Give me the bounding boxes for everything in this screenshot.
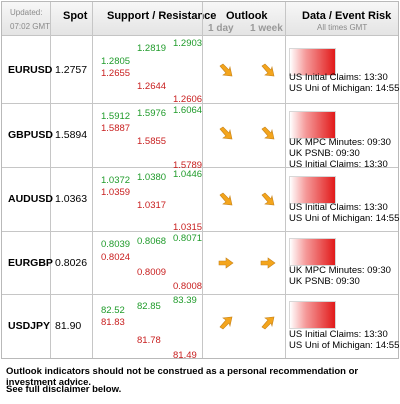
grid-line — [50, 2, 51, 358]
table-row: AUDUSD 1.0363 1.0372 1.0359 1.0380 1.0317 1.04… — [2, 168, 400, 233]
row-divider — [2, 294, 398, 295]
updated-label: Updated: — [10, 8, 43, 17]
support-level: 81.78 — [137, 335, 161, 346]
down-right-arrow-icon — [218, 192, 234, 206]
symbol-cell: USDJPY — [8, 320, 51, 332]
event-item: US Uni of Michigan: 14:55 — [289, 340, 400, 351]
down-right-arrow-icon — [260, 63, 276, 77]
grid-line — [92, 2, 93, 358]
data-event-header: Data / Event Risk — [302, 10, 392, 22]
symbol-cell: EURGBP — [8, 257, 53, 269]
support-level: 0.8008 — [173, 281, 203, 292]
resistance-level: 0.8039 — [101, 239, 131, 250]
symbol-cell: GBPUSD — [8, 129, 53, 141]
right-arrow-icon — [260, 256, 276, 270]
event-item: US Initial Claims: 13:30 — [289, 329, 388, 340]
support-level: 1.2606 — [173, 94, 203, 105]
event-item: US Initial Claims: 13:30 — [289, 159, 388, 170]
symbol-cell: EURUSD — [8, 64, 53, 76]
support-level: 1.2655 — [101, 68, 131, 79]
row-divider — [2, 167, 398, 168]
down-right-arrow-icon — [218, 126, 234, 140]
spot-price: 1.5894 — [55, 129, 88, 141]
event-item: US Initial Claims: 13:30 — [289, 202, 388, 213]
resistance-level: 1.0372 — [101, 175, 131, 186]
down-right-arrow-icon — [218, 63, 234, 77]
updated-time: 07:02 GMT — [10, 22, 51, 31]
resistance-level: 1.0380 — [137, 172, 167, 183]
event-item: UK PSNB: 09:30 — [289, 148, 360, 159]
all-times-header: All times GMT — [317, 23, 368, 32]
outlook-header: Outlook — [226, 10, 268, 22]
support-level: 1.5887 — [101, 123, 131, 134]
support-level: 0.8009 — [137, 267, 167, 278]
event-item: US Initial Claims: 13:30 — [289, 72, 388, 83]
event-risk-bar — [289, 176, 336, 204]
event-item: UK MPC Minutes: 09:30 — [289, 265, 391, 276]
disclaimer-link-text: See full disclaimer below. — [6, 384, 122, 395]
resistance-level: 1.5912 — [101, 111, 131, 122]
spot-price: 0.8026 — [55, 257, 88, 269]
support-level: 81.83 — [101, 317, 125, 328]
table-row: EURGBP 0.8026 0.8039 0.8024 0.8068 0.8009 0.80… — [2, 232, 398, 294]
resistance-level: 1.5976 — [137, 108, 167, 119]
grid-line — [202, 2, 203, 358]
up-right-arrow-icon — [260, 316, 276, 330]
row-divider — [2, 231, 398, 232]
support-level: 1.5789 — [173, 160, 203, 171]
resistance-level: 82.52 — [101, 305, 125, 316]
resistance-level: 82.85 — [137, 301, 161, 312]
resistance-level: 1.2819 — [137, 43, 167, 54]
spot-price: 1.2757 — [55, 64, 88, 76]
event-item: UK MPC Minutes: 09:30 — [289, 137, 391, 148]
symbol-cell: AUDUSD — [8, 193, 53, 205]
event-risk-bar — [289, 238, 336, 266]
spot-header: Spot — [63, 10, 88, 22]
event-risk-bar — [289, 48, 336, 76]
disclaimer-text: Outlook indicators should not be constru… — [6, 366, 359, 388]
resistance-level: 1.2903 — [173, 38, 203, 49]
grid-line — [285, 2, 286, 358]
support-level: 81.49 — [173, 350, 197, 361]
up-right-arrow-icon — [218, 316, 234, 330]
table-row: EURUSD 1.2757 1.2805 1.2655 1.2819 1.2644 1.29… — [2, 36, 400, 105]
down-right-arrow-icon — [260, 126, 276, 140]
resistance-level: 83.39 — [173, 295, 197, 306]
table-header: Updated: 07:02 GMT Spot Support / Resist… — [2, 2, 398, 36]
resistance-level: 0.8071 — [173, 233, 203, 244]
support-level: 1.5855 — [137, 136, 167, 147]
resistance-level: 0.8068 — [137, 236, 167, 247]
support-resistance-header: Support / Resistance — [107, 10, 217, 22]
support-level: 1.0317 — [137, 200, 167, 211]
right-arrow-icon — [218, 256, 234, 270]
spot-price: 81.90 — [55, 320, 82, 332]
support-level: 1.0359 — [101, 187, 131, 198]
table-row: GBPUSD 1.5894 1.5912 1.5887 1.5976 1.5855 1.60… — [2, 104, 398, 171]
resistance-level: 1.0446 — [173, 169, 203, 180]
event-item: US Uni of Michigan: 14:55 — [289, 83, 400, 94]
support-level: 1.0315 — [173, 222, 203, 233]
spot-price: 1.0363 — [55, 193, 88, 205]
event-risk-bar — [289, 301, 336, 329]
event-item: UK PSNB: 09:30 — [289, 276, 360, 287]
outlook-1day-header: 1 day — [208, 23, 234, 34]
resistance-level: 1.2805 — [101, 56, 131, 67]
outlook-1week-header: 1 week — [250, 23, 283, 34]
resistance-level: 1.6064 — [173, 105, 203, 116]
support-level: 0.8024 — [101, 252, 131, 263]
row-divider — [2, 103, 398, 104]
support-level: 1.2644 — [137, 81, 167, 92]
outlook-table: Updated: 07:02 GMT Spot Support / Resist… — [1, 1, 400, 361]
event-item: US Uni of Michigan: 14:55 — [289, 213, 400, 224]
table-row: USDJPY 81.90 82.52 81.83 82.85 81.78 83.39 81.4… — [2, 295, 400, 361]
down-right-arrow-icon — [260, 192, 276, 206]
event-risk-bar — [289, 111, 336, 139]
